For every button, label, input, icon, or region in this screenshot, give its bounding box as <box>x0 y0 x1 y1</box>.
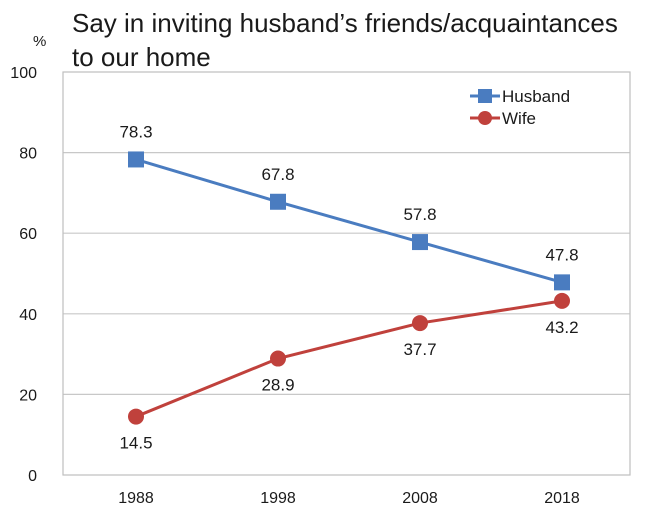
y-axis-unit: % <box>33 33 46 50</box>
legend-item-husband: Husband <box>470 87 570 106</box>
y-tick-label: 20 <box>19 387 37 404</box>
data-point <box>128 151 144 168</box>
legend-item-wife: Wife <box>470 109 536 128</box>
data-point <box>554 274 570 291</box>
series-line <box>135 299 563 418</box>
x-axis-ticks: 1988 1998 2008 2018 <box>118 490 580 507</box>
data-point <box>554 292 570 309</box>
data-label: 28.9 <box>261 376 294 395</box>
legend-label: Husband <box>502 87 570 106</box>
x-tick-label: 1988 <box>118 490 154 507</box>
series-layer: 78.3 67.8 57.8 47.8 14.5 28.9 37.7 43.2 <box>119 122 578 452</box>
data-label: 78.3 <box>119 122 152 141</box>
data-point <box>412 315 428 332</box>
data-label: 67.8 <box>261 165 294 184</box>
y-tick-label: 100 <box>10 65 37 82</box>
series-husband: 78.3 67.8 57.8 47.8 <box>119 122 579 291</box>
data-point <box>128 408 144 425</box>
x-tick-label: 1998 <box>260 490 296 507</box>
data-label: 14.5 <box>119 434 152 453</box>
y-tick-label: 80 <box>19 146 37 163</box>
legend-marker <box>478 89 492 103</box>
plot-area-frame <box>62 71 631 476</box>
y-axis-ticks: 0 20 40 60 80 100 <box>10 65 37 485</box>
y-tick-label: 60 <box>19 226 37 243</box>
chart-title-line-2: to our home <box>72 42 211 72</box>
y-tick-label: 40 <box>19 307 37 324</box>
data-label: 43.2 <box>545 318 578 337</box>
data-point <box>270 193 286 210</box>
x-tick-label: 2008 <box>402 490 438 507</box>
legend: Husband Wife <box>470 87 570 128</box>
data-label: 57.8 <box>403 205 436 224</box>
chart-title-line-1: Say in inviting husband’s friends/acquai… <box>72 8 618 38</box>
data-label: 37.7 <box>403 340 436 359</box>
series-wife: 14.5 28.9 37.7 43.2 <box>119 292 579 453</box>
x-tick-label: 2018 <box>544 490 580 507</box>
data-label: 47.8 <box>545 245 578 264</box>
series-line <box>135 158 563 284</box>
legend-label: Wife <box>502 109 536 128</box>
legend-marker <box>478 111 492 125</box>
data-point <box>270 350 286 367</box>
y-tick-label: 0 <box>28 468 37 485</box>
data-point <box>412 234 428 251</box>
grid <box>63 152 630 395</box>
